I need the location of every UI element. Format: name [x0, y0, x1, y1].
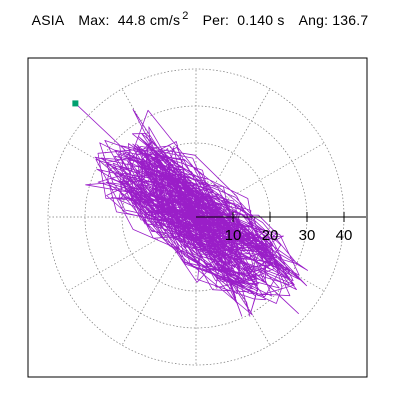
- radial-tick-label-10: 10: [225, 227, 242, 244]
- orbit-trace: [75, 103, 308, 317]
- chart-title: ASIA Max: 44.8 cm/s 2 Per: 0.140 s Ang: 136.…: [0, 10, 400, 28]
- grid-spoke-30: [227, 142, 325, 199]
- orbit-trace-path: [75, 103, 308, 317]
- radial-tick-label-40: 40: [336, 227, 353, 244]
- max-value: 44.8: [117, 12, 146, 28]
- peak-marker-layer: [72, 100, 79, 107]
- grid-spoke-210: [67, 235, 165, 292]
- max-label: Max:: [78, 12, 110, 28]
- radial-tick-label-30: 30: [299, 227, 316, 244]
- grid-spoke-240: [121, 248, 178, 346]
- station-name: ASIA: [31, 12, 65, 28]
- max-unit-exponent: 2: [182, 10, 189, 22]
- angle-label: Ang:: [298, 12, 329, 28]
- angle-value: 136.7: [332, 12, 369, 28]
- grid-spoke-60: [214, 88, 271, 186]
- radial-tick-label-20: 20: [262, 227, 279, 244]
- period-label: Per:: [202, 12, 230, 28]
- period-value: 0.140 s: [237, 12, 285, 28]
- max-unit: cm/s: [149, 12, 181, 28]
- radial-ticks: 10 20 30 40: [225, 212, 353, 244]
- peak-marker: [72, 100, 79, 107]
- plot-frame: [27, 57, 368, 378]
